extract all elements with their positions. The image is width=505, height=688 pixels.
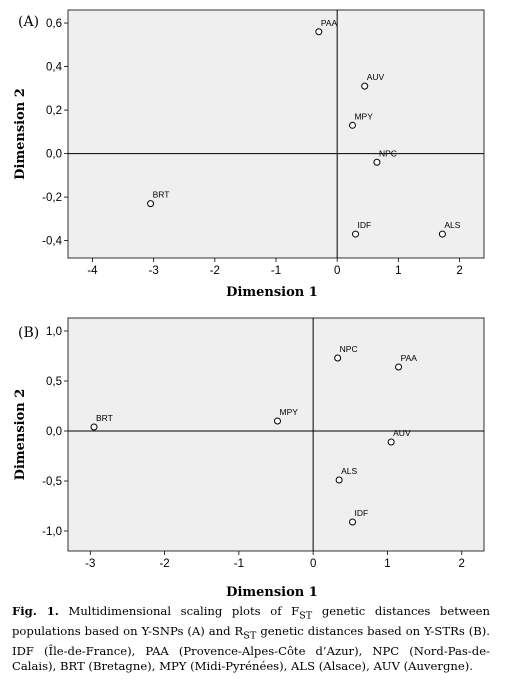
panel-a-ytick-label: 0,0 xyxy=(46,149,62,161)
panel-b-xtick-label: -3 xyxy=(85,558,95,570)
panel-b-point-auv xyxy=(387,438,395,446)
panel-a-letter: (A) xyxy=(18,14,39,30)
panel-a-ytick-label: -0,4 xyxy=(42,236,62,248)
panel-b-point-brt xyxy=(90,423,98,431)
panel-b-ytick-label: 0,5 xyxy=(46,376,62,388)
figure-canvas: 0,6 0,4 0,2 0,0 -0,2 -0,4 -4 -3 -2 -1 0 1 2 PAA AUV MPY… xyxy=(13,9,485,600)
panel-a-point-idf xyxy=(352,230,360,238)
panel-a-ytick-label: 0,2 xyxy=(46,105,62,117)
panel-a-point-npc xyxy=(373,158,381,166)
panel-a-point-label-mpy: MPY xyxy=(354,111,373,121)
panel-b-point-label-als: ALS xyxy=(341,466,357,476)
panel-b-point-label-npc: NPC xyxy=(340,344,358,354)
caption-fig-label: Fig. 1. xyxy=(12,604,59,618)
panel-b-point-npc xyxy=(334,354,342,362)
caption-subscript-2: ST xyxy=(243,630,257,642)
panel-a-ytick-label: -0,2 xyxy=(42,192,62,204)
panel-b-xtick-label: -2 xyxy=(159,558,169,570)
panel-b-xtick-label: 2 xyxy=(459,558,465,570)
panel-a-point-auv xyxy=(361,82,369,90)
panel-b-x-axis-title: Dimension 1 xyxy=(226,585,318,600)
caption-text-part3: genetic distances based on Y-STRs (B). I… xyxy=(12,623,490,674)
panel-a-plot-area xyxy=(67,9,485,259)
panel-a-point-label-als: ALS xyxy=(444,220,460,230)
panel-b-point-idf xyxy=(349,518,357,526)
panel-a-point-label-brt: BRT xyxy=(153,190,170,200)
panel-b-ytick-label: -0,5 xyxy=(42,476,62,488)
panel-b-point-label-brt: BRT xyxy=(96,413,113,423)
panel-b-y-axis-title: Dimension 2 xyxy=(13,389,28,481)
panel-a-point-label-idf: IDF xyxy=(358,220,372,230)
panel-a-xtick-label: 1 xyxy=(395,265,401,277)
panel-a-xtick-label: -3 xyxy=(149,265,159,277)
panel-b-point-als xyxy=(335,476,343,484)
panel-b-ytick-label: 1,0 xyxy=(46,326,62,338)
panel-a-point-label-auv: AUV xyxy=(367,72,385,82)
panel-a-xtick-label: -1 xyxy=(271,265,281,277)
panel-b-letter: (B) xyxy=(18,325,39,341)
panel-a-y-axis-title: Dimension 2 xyxy=(13,88,28,180)
panel-a-point-label-npc: NPC xyxy=(379,148,397,158)
panel-a-point-als xyxy=(438,230,446,238)
caption-text-part1: Multidimensional scaling plots of F xyxy=(58,604,300,618)
panel-b-xtick-label: 0 xyxy=(310,558,316,570)
panel-a-ytick-label: 0,4 xyxy=(46,62,63,74)
figure-caption: Fig. 1. Multidimensional scaling plots o… xyxy=(12,604,490,675)
panel-a-point-mpy xyxy=(348,121,356,129)
panel-b-plot-area xyxy=(67,317,485,552)
panel-b-point-label-idf: IDF xyxy=(355,508,369,518)
panel-a-xtick-label: 0 xyxy=(334,265,340,277)
panel-a-x-axis-title: Dimension 1 xyxy=(226,285,318,300)
panel-b-point-mpy xyxy=(273,417,281,425)
panel-b-ytick-label: -1,0 xyxy=(42,526,62,538)
panel-a-xtick-label: -4 xyxy=(87,265,98,277)
panel-b-xtick-label: 1 xyxy=(384,558,390,570)
panel-a-point-paa xyxy=(315,28,323,36)
caption-text-part2: genetic distances between populations ba… xyxy=(12,604,490,638)
panel-a-xtick-label: 2 xyxy=(456,265,462,277)
panel-b-point-label-mpy: MPY xyxy=(279,407,298,417)
panel-b-point-label-auv: AUV xyxy=(393,428,411,438)
panel-a-point-label-paa: PAA xyxy=(321,18,338,28)
caption-subscript-1: ST xyxy=(299,610,313,622)
panel-a-ytick-label: 0,6 xyxy=(46,18,62,30)
panel-b-xtick-label: -1 xyxy=(234,558,244,570)
panel-a-point-brt xyxy=(147,200,155,208)
panel-b-point-paa xyxy=(395,363,403,371)
panel-a-xtick-label: -2 xyxy=(210,265,220,277)
panel-b-point-label-paa: PAA xyxy=(401,353,418,363)
panel-b-ytick-label: 0,0 xyxy=(46,426,62,438)
